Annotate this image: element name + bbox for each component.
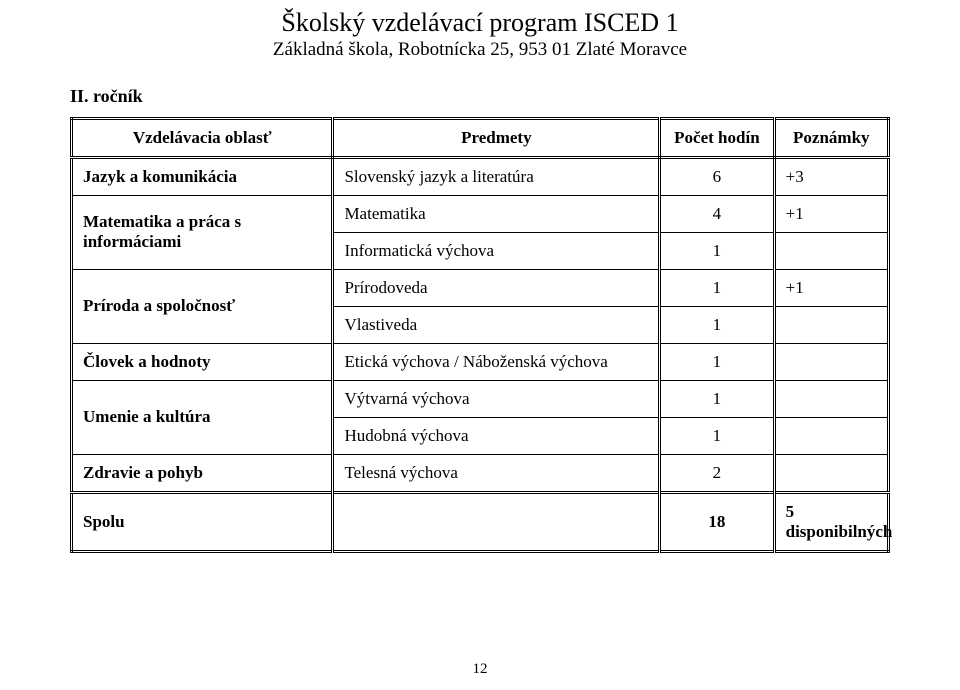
- cell-hours: 6: [660, 157, 774, 195]
- cell-hours: 1: [660, 232, 774, 269]
- cell-subject: Slovenský jazyk a literatúra: [333, 157, 660, 195]
- table-row: Matematika a práca s informáciamiMatemat…: [72, 195, 889, 232]
- cell-subject: Vlastiveda: [333, 306, 660, 343]
- section-label: II. ročník: [70, 86, 890, 107]
- cell-area: Matematika a práca s informáciami: [72, 195, 333, 269]
- doc-subtitle: Základná škola, Robotnícka 25, 953 01 Zl…: [70, 38, 890, 62]
- cell-hours: 1: [660, 417, 774, 454]
- cell-note: +3: [774, 157, 888, 195]
- cell-area: Príroda a spoločnosť: [72, 269, 333, 343]
- total-blank: [333, 492, 660, 551]
- doc-title: Školský vzdelávací program ISCED 1: [70, 8, 890, 38]
- table-row: Zdravie a pohybTelesná výchova2: [72, 454, 889, 492]
- cell-subject: Výtvarná výchova: [333, 380, 660, 417]
- table-row: Umenie a kultúraVýtvarná výchova1: [72, 380, 889, 417]
- cell-note: [774, 232, 888, 269]
- cell-note: [774, 343, 888, 380]
- cell-note: [774, 306, 888, 343]
- total-label: Spolu: [72, 492, 333, 551]
- total-hours: 18: [660, 492, 774, 551]
- cell-hours: 4: [660, 195, 774, 232]
- cell-subject: Prírodoveda: [333, 269, 660, 306]
- col-hours: Počet hodín: [660, 118, 774, 157]
- cell-note: [774, 454, 888, 492]
- table-row: Jazyk a komunikáciaSlovenský jazyk a lit…: [72, 157, 889, 195]
- cell-hours: 1: [660, 380, 774, 417]
- cell-subject: Informatická výchova: [333, 232, 660, 269]
- cell-area: Človek a hodnoty: [72, 343, 333, 380]
- cell-subject: Matematika: [333, 195, 660, 232]
- table-total-row: Spolu 185 disponibilných: [72, 492, 889, 551]
- cell-subject: Hudobná výchova: [333, 417, 660, 454]
- cell-subject: Etická výchova / Náboženská výchova: [333, 343, 660, 380]
- cell-subject: Telesná výchova: [333, 454, 660, 492]
- cell-area: Jazyk a komunikácia: [72, 157, 333, 195]
- cell-hours: 1: [660, 269, 774, 306]
- cell-note: +1: [774, 195, 888, 232]
- cell-area: Umenie a kultúra: [72, 380, 333, 454]
- page-number: 12: [0, 661, 960, 678]
- table-row: Príroda a spoločnosťPrírodoveda1+1: [72, 269, 889, 306]
- cell-hours: 2: [660, 454, 774, 492]
- table-row: Človek a hodnotyEtická výchova / Nábožen…: [72, 343, 889, 380]
- table-header-row: Vzdelávacia oblasť Predmety Počet hodín …: [72, 118, 889, 157]
- cell-note: +1: [774, 269, 888, 306]
- cell-hours: 1: [660, 343, 774, 380]
- col-area: Vzdelávacia oblasť: [72, 118, 333, 157]
- col-subject: Predmety: [333, 118, 660, 157]
- cell-note: [774, 417, 888, 454]
- col-notes: Poznámky: [774, 118, 888, 157]
- total-note: 5 disponibilných: [774, 492, 888, 551]
- curriculum-table: Vzdelávacia oblasť Predmety Počet hodín …: [70, 117, 890, 553]
- cell-area: Zdravie a pohyb: [72, 454, 333, 492]
- cell-note: [774, 380, 888, 417]
- cell-hours: 1: [660, 306, 774, 343]
